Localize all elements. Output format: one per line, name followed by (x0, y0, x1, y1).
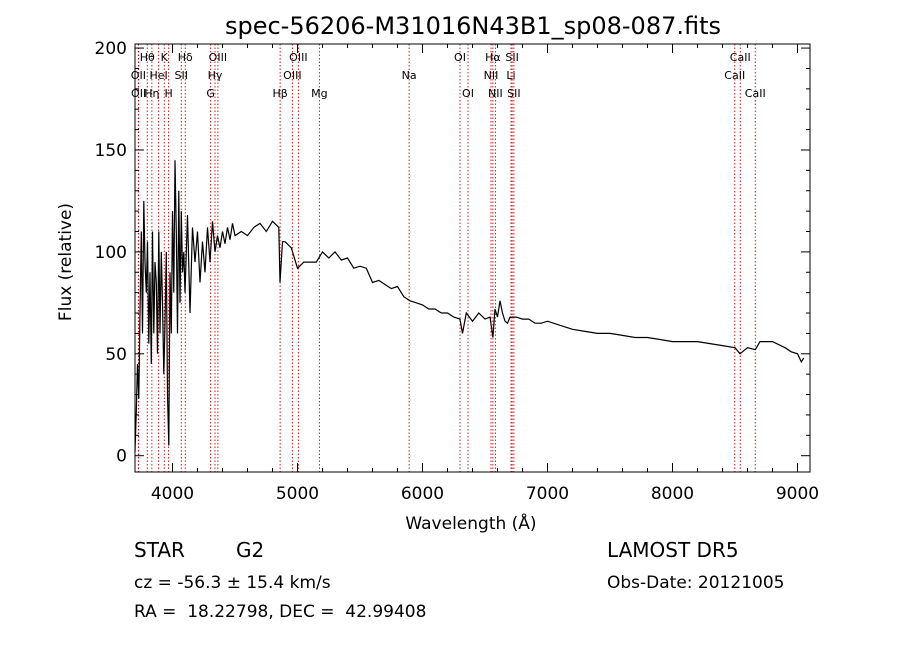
x-tick-label: 5000 (276, 484, 319, 504)
line-label-5: OI (454, 51, 466, 64)
x-tick-label: 8000 (651, 484, 694, 504)
spectrum-line (134, 160, 805, 452)
line-label-13: OIII (283, 69, 301, 82)
y-axis-label: Flux (relative) (56, 203, 76, 321)
line-label-8: CaII (730, 51, 751, 64)
y-tick-label: 0 (116, 447, 127, 467)
line-label-7: SII (505, 51, 518, 64)
survey-name: LAMOST DR5 (607, 538, 739, 562)
line-label-1: K (161, 51, 169, 64)
object-subclass: G2 (236, 538, 265, 562)
line-label-23: Mg (311, 87, 327, 100)
chart-title: spec-56206-M31016N43B1_sp08-087.fits (225, 12, 721, 40)
y-tick-label: 50 (105, 345, 127, 365)
line-label-16: Li (506, 69, 515, 82)
object-class: STAR (134, 538, 185, 562)
line-label-10: HeI (149, 69, 167, 82)
line-label-19: Hη (144, 87, 159, 100)
line-label-21: G (206, 87, 215, 100)
line-label-4: OIII (289, 51, 307, 64)
line-label-11: SII (175, 69, 188, 82)
line-label-9: OII (131, 69, 146, 82)
redshift-velocity: cz = -56.3 ± 15.4 km/s (134, 573, 331, 593)
y-axis: 0 50 100 150 200 (95, 39, 810, 467)
line-label-0: Hθ (140, 51, 155, 64)
y-tick-label: 200 (95, 39, 127, 59)
x-axis: 4000 5000 6000 7000 8000 9000 (151, 44, 819, 504)
line-label-3: OIII (209, 51, 227, 64)
line-label-26: SII (507, 87, 520, 100)
spectral-line-labels: Hθ K Hδ OIII OIII OI Hα SII CaII OII HeI SII Hγ OIII N… (131, 51, 766, 100)
y-tick-label: 150 (95, 141, 127, 161)
line-label-27: CaII (745, 87, 766, 100)
line-label-2: Hδ (178, 51, 193, 64)
x-axis-label: Wavelength (Å) (405, 512, 536, 534)
line-label-14: Na (402, 69, 417, 82)
line-label-15: NII (484, 69, 499, 82)
line-label-6: Hα (485, 51, 501, 64)
plot-frame (134, 43, 811, 473)
coordinates: RA = 18.22798, DEC = 42.99408 (134, 602, 427, 622)
y-tick-label: 100 (95, 243, 127, 263)
line-label-12: Hγ (208, 69, 223, 82)
x-tick-label: 7000 (526, 484, 569, 504)
x-tick-label: 4000 (151, 484, 194, 504)
line-label-24: OI (462, 87, 474, 100)
line-label-22: Hβ (272, 87, 287, 100)
line-label-20: H (164, 87, 172, 100)
spectral-line-markers (137, 44, 756, 472)
x-tick-label: 9000 (776, 484, 819, 504)
line-label-25: NII (488, 87, 503, 100)
observation-date: Obs-Date: 20121005 (607, 573, 785, 593)
x-tick-label: 6000 (401, 484, 444, 504)
line-label-17: CaII (724, 69, 745, 82)
